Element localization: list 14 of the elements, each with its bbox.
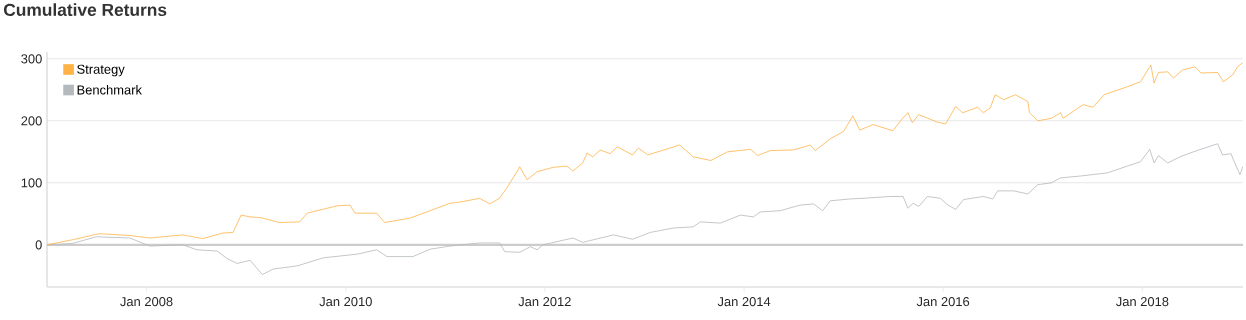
x-tick-label: Jan 2018 <box>1116 297 1169 307</box>
x-tick-label: Jan 2008 <box>120 297 173 307</box>
y-tick-label: 200 <box>21 116 42 126</box>
y-tick-label: 100 <box>21 178 42 188</box>
legend-label: Strategy <box>77 64 125 77</box>
x-tick-label: Jan 2014 <box>717 297 771 307</box>
x-tick-label: Jan 2016 <box>916 297 970 307</box>
y-tick-label: 300 <box>21 54 42 64</box>
legend-label: Benchmark <box>77 85 142 95</box>
line-series <box>46 62 1244 246</box>
x-tick-label: Jan 2010 <box>319 297 372 307</box>
chart-title: Cumulative Returns <box>4 3 167 16</box>
y-tick-label: 0 <box>35 240 42 250</box>
x-tick-label: Jan 2012 <box>518 297 571 307</box>
